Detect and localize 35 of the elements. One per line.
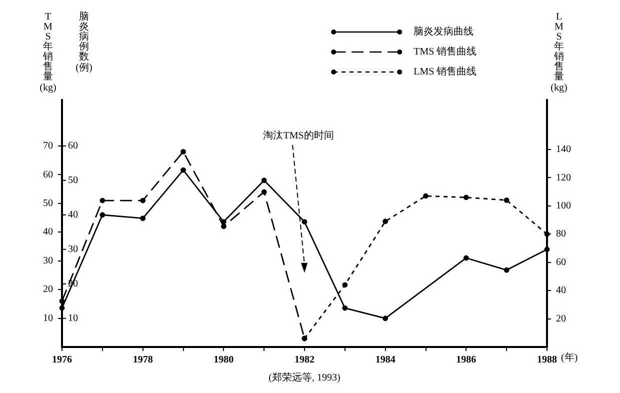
x-tick-label: 1984 [375, 354, 396, 366]
y2-tick-label: 40 [68, 210, 78, 220]
legend-label: LMS 销售曲线 [414, 66, 477, 78]
y3-tick-label: 120 [556, 172, 571, 184]
y3-tick-label: 140 [556, 144, 571, 156]
y3-tick-label: 20 [556, 313, 566, 324]
y3-tick-label: 40 [556, 285, 566, 296]
y3-tick-label: 100 [556, 200, 571, 212]
x-tick-label: 1976 [52, 354, 72, 366]
y-tick-label: 70 [43, 140, 53, 152]
y-tick-label: 20 [43, 284, 53, 296]
legend-label: 脑炎发病曲线 [414, 26, 474, 38]
x-tick-label: 1980 [214, 354, 234, 366]
y2-tick-label: 10 [68, 312, 78, 324]
x-tick-label: 1986 [456, 354, 476, 366]
x-tick-label: 1988 [537, 354, 557, 366]
y2-tick-label: 30 [68, 244, 78, 255]
y-tick-label: 60 [43, 169, 53, 180]
y-tick-label: 10 [43, 312, 53, 324]
y-tick-label: 50 [43, 198, 53, 210]
x-tick-label: 1978 [132, 354, 153, 366]
y2-axis-title: 脑炎病例数(例) [76, 10, 92, 74]
y-axis-title: TMS年销售量(kg) [40, 12, 56, 94]
x-tick-label: 1982 [294, 354, 314, 366]
annotation: 淘汰TMS的时间 [263, 130, 334, 142]
y2-tick-label: 50 [68, 175, 78, 186]
text: (郑荣远等, 1993) [268, 372, 340, 384]
y3-tick-label: 60 [556, 256, 566, 268]
y3-tick-label: 80 [556, 228, 566, 240]
y-tick-label: 40 [43, 226, 53, 238]
y2-tick-label: 60 [68, 140, 78, 152]
legend-label: TMS 销售曲线 [414, 46, 477, 58]
x-axis-title: (年) [561, 352, 578, 364]
y-tick-label: 30 [43, 255, 53, 266]
y3-axis-title: LMS年销售量(kg) [550, 12, 568, 94]
